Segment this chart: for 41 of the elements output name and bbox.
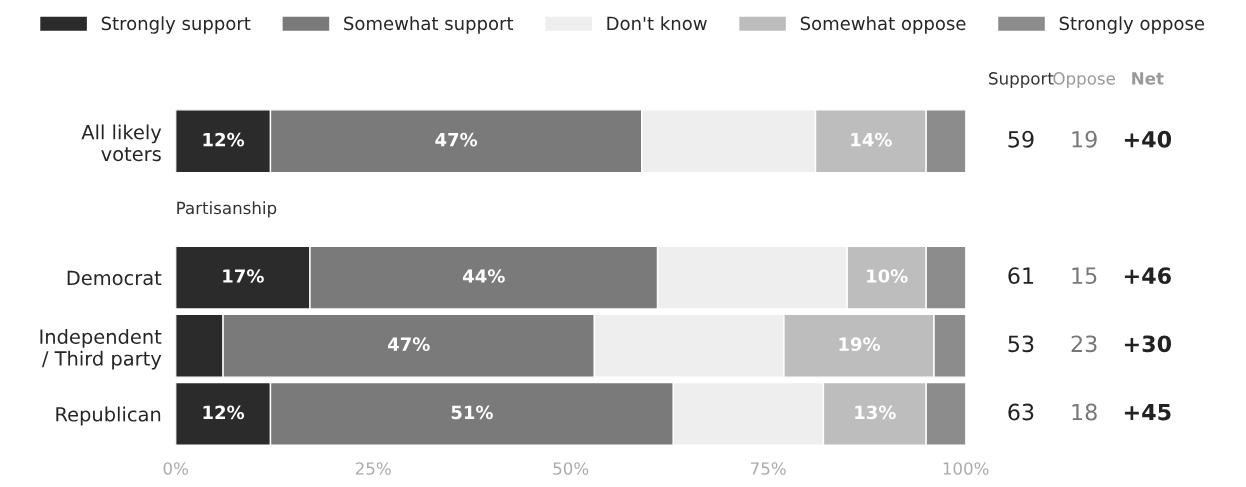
text: +40 (1124, 130, 1172, 148)
text: +30 (1124, 335, 1172, 353)
text: 53 (1008, 335, 1034, 353)
data-label: 12% (203, 405, 245, 420)
annotation: Partisanship (177, 201, 277, 218)
data-label: 47% (435, 132, 478, 147)
data-label: 44% (462, 269, 505, 283)
x-tick-label: 75% (751, 462, 786, 475)
text: Support (989, 72, 1054, 88)
text: 59 (1008, 130, 1034, 148)
x-tick-label: 50% (553, 462, 589, 475)
data-label: 12% (203, 132, 245, 147)
legend-label: Somewhat oppose (800, 16, 966, 34)
y-tick-label: All likely voters (81, 124, 162, 162)
text: +45 (1124, 403, 1171, 421)
text: Net (1132, 72, 1164, 85)
y-tick-label: Democrat (67, 270, 162, 286)
x-tick-label: 25% (355, 462, 391, 475)
text: 19 (1072, 130, 1097, 148)
data-label: 10% (867, 269, 908, 283)
text: 63 (1008, 403, 1034, 421)
y-tick-label: Independent / Third party (40, 328, 162, 370)
text: 18 (1072, 403, 1097, 421)
text: 15 (1072, 267, 1097, 285)
legend-label: Strongly oppose (1059, 16, 1205, 34)
text: 23 (1071, 335, 1097, 353)
data-label: 14% (851, 132, 892, 147)
data-label: 47% (387, 337, 430, 352)
data-label: 13% (855, 405, 896, 420)
data-label: 51% (451, 405, 493, 420)
text: +46 (1124, 267, 1171, 285)
legend-label: Somewhat support (344, 16, 514, 34)
legend-label: Don't know (607, 16, 707, 31)
text: Oppose (1053, 72, 1115, 88)
x-tick-label: 100% (943, 462, 989, 475)
data-label: 17% (223, 269, 264, 283)
y-tick-label: Republican (56, 406, 161, 426)
x-tick-label: 0% (163, 462, 188, 475)
data-label: 19% (839, 337, 881, 352)
legend-label: Strongly support (101, 16, 251, 34)
text: 61 (1008, 267, 1034, 285)
